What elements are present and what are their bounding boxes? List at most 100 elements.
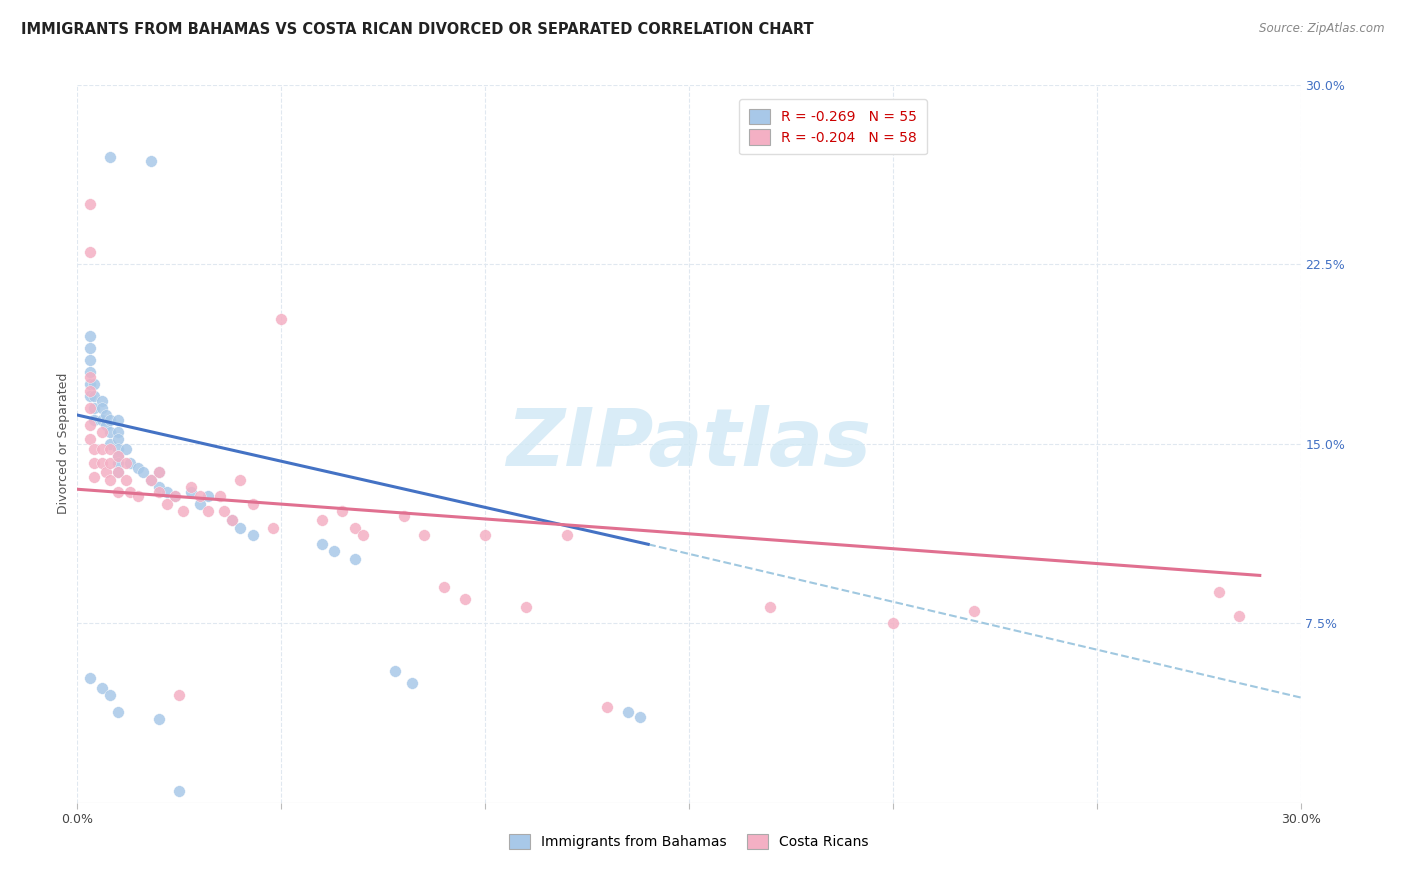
Text: ZIPatlas: ZIPatlas [506,405,872,483]
Point [392,508,415,523]
Point [107,432,129,446]
Point [115,473,138,487]
Text: IMMIGRANTS FROM BAHAMAS VS COSTA RICAN DIVORCED OR SEPARATED CORRELATION CHART: IMMIGRANTS FROM BAHAMAS VS COSTA RICAN D… [21,22,814,37]
Point [79,341,101,355]
Point [90,456,112,470]
Point [90,393,112,408]
Point [212,504,235,518]
Point [94,408,117,422]
Point [98,436,121,450]
Point [474,527,496,541]
Point [98,688,121,702]
Point [343,520,366,534]
Point [107,466,129,480]
Point [242,527,264,541]
Point [90,442,112,456]
Point [115,456,138,470]
Point [596,700,619,714]
Point [332,504,354,518]
Point [172,504,194,518]
Point [963,604,986,618]
Point [79,245,101,260]
Point [107,456,129,470]
Point [83,456,105,470]
Point [343,551,366,566]
Point [98,149,121,164]
Point [120,456,142,470]
Point [555,527,578,541]
Point [107,466,129,480]
Point [270,312,292,326]
Point [197,490,219,504]
Point [759,599,782,614]
Point [98,425,121,439]
Point [165,490,187,504]
Point [311,537,333,551]
Point [83,470,105,484]
Point [139,473,162,487]
Point [188,490,211,504]
Point [882,616,904,631]
Point [139,154,162,169]
Point [156,484,179,499]
Point [83,442,105,456]
Point [401,676,423,690]
Point [83,376,105,391]
Point [1229,609,1251,624]
Point [83,401,105,415]
Point [107,484,129,499]
Point [94,466,117,480]
Point [156,497,179,511]
Point [90,413,112,427]
Point [229,520,252,534]
Point [127,490,149,504]
Point [107,449,129,463]
Point [127,460,149,475]
Point [79,329,101,343]
Point [131,466,153,480]
Point [107,449,129,463]
Point [197,504,219,518]
Point [79,376,101,391]
Point [169,784,191,798]
Point [107,425,129,439]
Point [79,384,101,398]
Point [323,544,346,558]
Point [107,705,129,719]
Y-axis label: Divorced or Separated: Divorced or Separated [58,373,70,515]
Point [221,513,243,527]
Point [98,413,121,427]
Point [83,389,105,403]
Point [433,581,456,595]
Point [94,417,117,432]
Point [148,480,170,494]
Point [617,705,640,719]
Point [242,497,264,511]
Point [79,432,101,446]
Point [79,417,101,432]
Point [148,466,170,480]
Point [628,709,651,723]
Point [180,480,202,494]
Point [120,484,142,499]
Point [148,484,170,499]
Point [83,413,105,427]
Point [115,442,138,456]
Point [169,688,191,702]
Point [208,490,231,504]
Point [90,681,112,695]
Point [139,473,162,487]
Point [180,484,202,499]
Point [79,365,101,379]
Point [148,712,170,726]
Point [311,513,333,527]
Point [90,425,112,439]
Text: Source: ZipAtlas.com: Source: ZipAtlas.com [1260,22,1385,36]
Point [107,442,129,456]
Point [98,456,121,470]
Point [79,197,101,211]
Point [188,497,211,511]
Point [1208,585,1230,599]
Point [413,527,436,541]
Point [90,401,112,415]
